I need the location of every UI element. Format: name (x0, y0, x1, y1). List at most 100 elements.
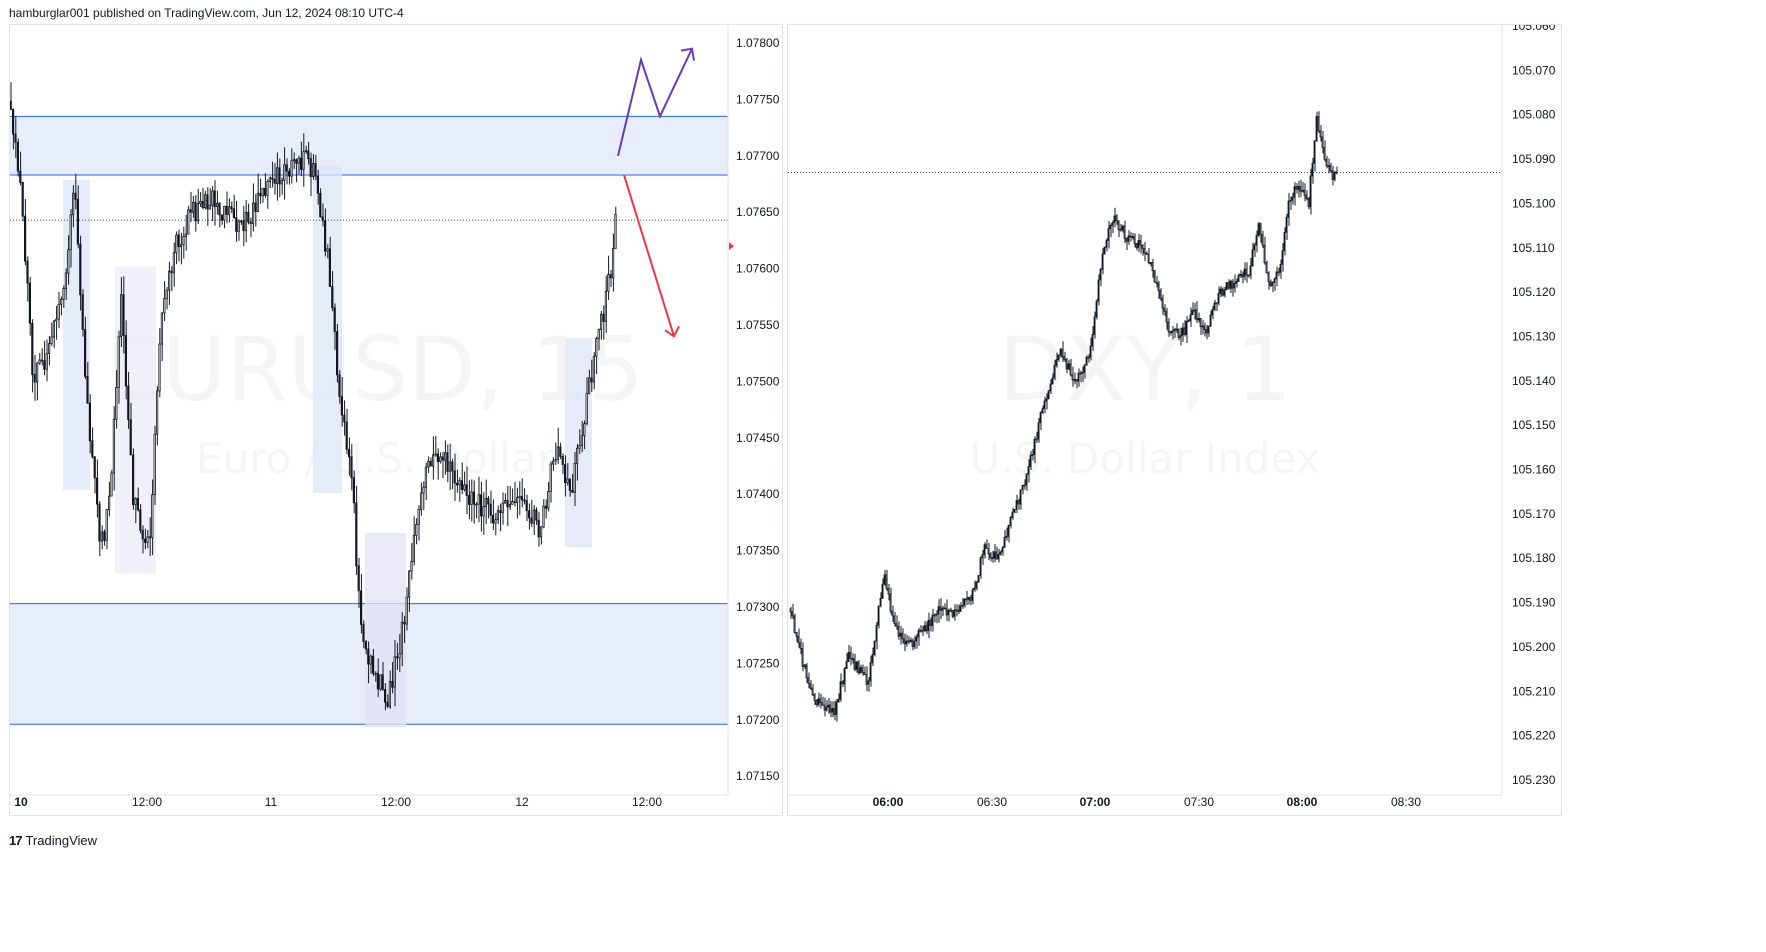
candle-body (220, 214, 223, 221)
candle-body (1199, 317, 1202, 327)
dxy-chart-panel[interactable]: DXY, 1 U.S. Dollar Index 105.060 105.070 105… (787, 24, 1562, 816)
candle-body (797, 635, 800, 644)
candle-body (1265, 262, 1268, 274)
candle-body (825, 706, 828, 711)
candle-body (189, 209, 192, 213)
candle-body (465, 484, 468, 496)
candle-body (379, 674, 382, 690)
candle-body (927, 619, 930, 632)
candle-body (256, 192, 259, 212)
candle-body (28, 282, 32, 324)
price-marker-icon (729, 242, 734, 251)
candle-body (1051, 377, 1054, 385)
candle-body (1293, 186, 1296, 198)
candle-body (863, 671, 866, 675)
candle-body (1065, 358, 1068, 370)
candle-body (1267, 272, 1270, 283)
candle-body (487, 497, 490, 505)
candle-body (847, 651, 850, 662)
candle-body (907, 640, 910, 643)
candle-body (1235, 281, 1238, 284)
candle-body (957, 609, 960, 612)
candle-body (1111, 222, 1114, 226)
candle-body (247, 211, 250, 223)
candle-body (835, 701, 838, 715)
candle-body (568, 478, 572, 491)
candle-body (953, 609, 956, 617)
eurusd-chart-panel[interactable]: EURUSD, 15 Euro / U.S. Dollar 1.07800 1.077… (9, 24, 783, 816)
candle-body (335, 331, 339, 376)
time-tick-label: 07:00 (1080, 795, 1111, 809)
candle-body (803, 664, 806, 667)
candle-body (290, 160, 293, 177)
candle-body (1249, 265, 1252, 276)
candle-body (1227, 282, 1230, 289)
candle-body (1129, 235, 1132, 238)
candle-body (45, 353, 48, 370)
candle-body (1295, 186, 1298, 190)
candle-body (867, 680, 870, 685)
candle-body (194, 201, 197, 222)
candle-body (1099, 268, 1102, 281)
candle-body (1003, 536, 1006, 548)
candle-body (369, 655, 372, 665)
candle-body (326, 248, 329, 252)
candle-body (386, 701, 389, 707)
candle-body (403, 621, 406, 625)
candle-body (1231, 280, 1234, 289)
time-tick-label: 12 (515, 795, 529, 809)
candle-body (251, 202, 255, 224)
candle-body (1161, 297, 1164, 309)
candle-body (1041, 408, 1044, 414)
candle-body (1223, 289, 1226, 296)
candle-body (227, 206, 231, 215)
candle-body (1215, 302, 1218, 305)
candle-body (1077, 372, 1080, 382)
candle-body (429, 460, 432, 467)
candle-body (1035, 438, 1038, 441)
candle-body (1009, 517, 1012, 526)
candle-body (506, 500, 509, 508)
candle-body (1001, 546, 1004, 553)
candle-body (1117, 220, 1120, 230)
candle-body (971, 589, 974, 601)
candle-body (76, 198, 79, 245)
candle-body (81, 294, 84, 330)
symbol-watermark: DXY, 1 (998, 318, 1292, 421)
price-tick-label: 105.210 (1512, 684, 1556, 698)
candle-body (1165, 310, 1168, 323)
candle-body (271, 177, 274, 180)
candle-body (831, 708, 834, 713)
candle-body (1087, 356, 1090, 359)
candle-body (235, 217, 238, 232)
candle-body (69, 214, 72, 251)
price-tick-label: 1.07600 (736, 262, 780, 276)
candle-body (472, 491, 476, 505)
price-tick-label: 105.230 (1512, 773, 1556, 787)
candle-body (299, 157, 303, 170)
eurusd-chart-canvas[interactable]: EURUSD, 15 Euro / U.S. Dollar 1.07800 1.077… (10, 25, 784, 817)
candle-body (837, 699, 840, 703)
dxy-chart-canvas[interactable]: DXY, 1 U.S. Dollar Index 105.060 105.070 105… (788, 25, 1563, 817)
candle-body (35, 362, 39, 383)
candle-body (1255, 235, 1258, 246)
candle-body (1089, 345, 1092, 358)
candle-body (1303, 189, 1306, 196)
candle-body (357, 565, 360, 592)
candle-body (287, 170, 291, 177)
candle-body (117, 336, 120, 388)
candle-body (72, 192, 75, 216)
candle-body (1075, 379, 1078, 382)
candle-body (1297, 186, 1300, 190)
candle-body (542, 505, 545, 528)
candle-body (987, 548, 990, 555)
candle-body (1083, 364, 1086, 373)
candle-body (21, 181, 24, 217)
candle-body (965, 598, 968, 601)
candle-body (592, 355, 596, 383)
candle-body (31, 322, 34, 375)
candle-body (96, 477, 99, 505)
candle-body (1133, 236, 1136, 244)
candle-body (314, 163, 317, 177)
candle-body (925, 625, 928, 632)
